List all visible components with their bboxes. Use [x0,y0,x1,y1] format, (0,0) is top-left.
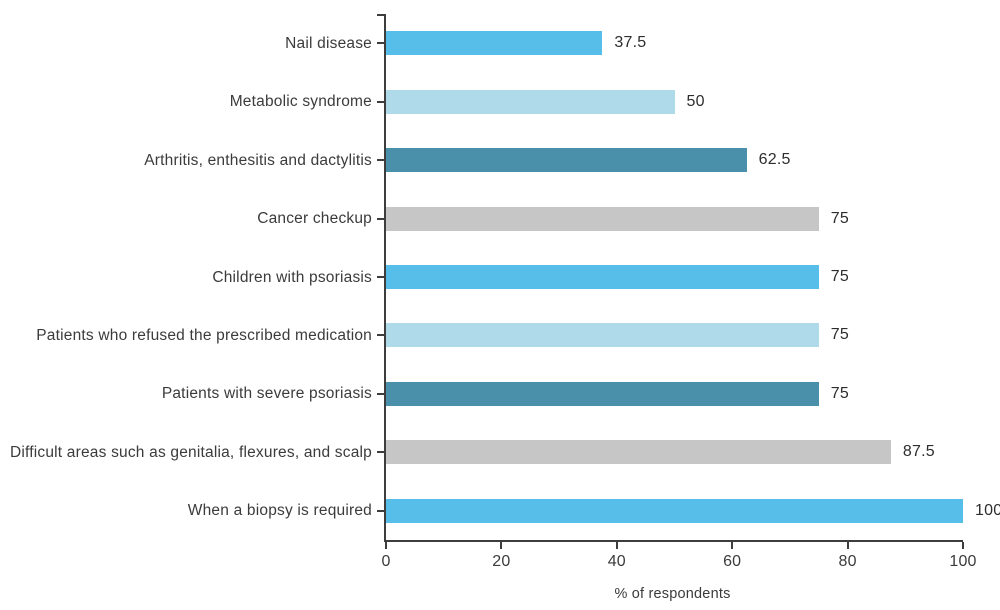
category-axis: Nail disease Metabolic syndrome Arthritis,… [0,14,372,540]
category-label: Patients with severe psoriasis [161,385,372,403]
x-axis-tick [962,542,964,549]
x-axis-tick-label: 60 [723,553,742,570]
bar [386,498,963,523]
bar [386,148,747,173]
bar-value-label: 75 [830,384,849,402]
x-axis-tick [846,542,849,549]
category-label: Difficult areas such as genitalia, flexu… [9,443,372,461]
y-axis-tick [377,42,384,45]
bar-value-label: 37.5 [614,34,647,52]
bar-value-label: 75 [830,209,849,227]
bar [386,381,819,406]
bar [386,440,891,465]
bar [386,323,819,348]
y-axis-tick [377,100,384,103]
x-axis-tick-label: 40 [607,553,626,570]
bar-value-label: 87.5 [902,443,935,461]
x-axis-tick-label: 20 [492,553,511,570]
bar-value-label: 100 [975,501,1000,519]
category-label: Nail disease [285,34,372,52]
bar-value-label: 50 [686,92,705,110]
y-axis-tick [377,217,384,220]
y-axis-tick [377,334,384,337]
y-axis-tick [377,509,384,512]
y-axis-tick [377,159,384,162]
x-axis-title: % of respondents [614,586,731,602]
x-axis-tick [615,542,618,549]
bar-value-label: 75 [830,326,849,344]
bar-value-label: 62.5 [758,151,791,169]
x-axis-tick-label: 80 [838,553,857,570]
y-axis-tick [377,276,384,278]
category-label: Arthritis, enthesitis and dactylitis [144,151,372,169]
bar [386,31,603,56]
bar-value-label: 75 [830,268,849,285]
y-axis-end-tick [377,14,384,16]
bar [386,206,819,231]
x-axis-tick [731,542,734,549]
x-axis-tick [500,542,503,549]
x-axis-tick-label: 100 [949,553,977,570]
y-axis-tick [377,392,384,395]
y-axis-tick [377,451,384,454]
x-axis-tick [385,542,387,549]
category-label: Cancer checkup [257,210,372,228]
plot-area: 37.5 50 62.5 75 75 75 75 87.5 100 0 20 40 60 80 100 [377,14,1000,570]
x-axis-tick-label: 0 [381,553,391,570]
bar [386,89,675,114]
category-label: Children with psoriasis [212,268,372,286]
category-label: When a biopsy is required [187,502,372,520]
category-label: Metabolic syndrome [229,93,372,111]
bar [386,265,819,289]
category-label: Patients who refused the prescribed medi… [36,326,372,344]
